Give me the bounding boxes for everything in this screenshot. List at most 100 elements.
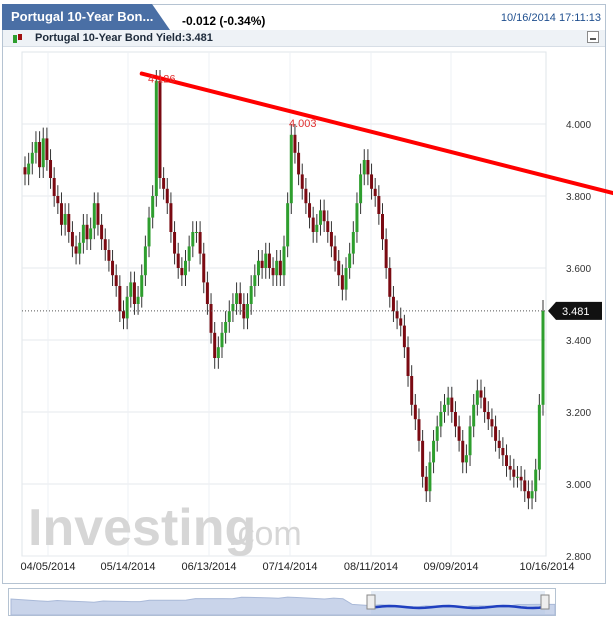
candle-body <box>56 196 60 204</box>
candle-body <box>107 250 111 261</box>
candle-body <box>242 304 246 319</box>
candle-body <box>67 214 71 232</box>
candle-body <box>59 203 63 225</box>
candle-body <box>74 246 78 254</box>
candle-body <box>162 178 166 189</box>
candle-body <box>523 480 527 492</box>
trendline-layer: 4.126 4.003 <box>22 71 613 312</box>
candle-body <box>78 242 82 254</box>
candle-body <box>464 455 468 463</box>
candle-body <box>421 440 425 477</box>
candle-body <box>260 260 264 268</box>
candle-body <box>428 462 432 492</box>
candle-body <box>483 397 487 412</box>
peak-annotation: 4.126 <box>148 74 176 86</box>
last-price-marker <box>548 301 602 320</box>
candle-body <box>479 390 483 398</box>
candle-body <box>191 232 195 247</box>
candle-body <box>132 282 136 304</box>
candle-body <box>151 196 155 218</box>
candle-body <box>198 232 202 254</box>
candle-body <box>355 203 359 232</box>
x-tick-label: 05/14/2014 <box>100 561 155 573</box>
candle-body <box>322 210 326 222</box>
candle-body <box>209 304 213 333</box>
price-change: -0.012 (-0.34%) <box>182 14 266 28</box>
candle-body <box>472 404 476 427</box>
candle-body <box>395 311 399 319</box>
x-tick-label: 06/13/2014 <box>181 561 236 573</box>
candle-body <box>176 253 180 268</box>
candle-body <box>311 217 315 232</box>
candle-body <box>89 228 93 240</box>
y-tick-label: 3.800 <box>566 192 591 203</box>
candle-body <box>391 296 395 312</box>
candle-body <box>501 448 505 456</box>
x-tick-label: 09/09/2014 <box>423 561 478 573</box>
candle-body <box>541 310 545 405</box>
candle-body <box>432 440 436 463</box>
navigator-handle[interactable] <box>366 594 376 610</box>
candle-body <box>264 253 268 268</box>
candle-body <box>366 160 370 175</box>
candlestick-legend-icon <box>13 34 22 43</box>
plot-area <box>21 51 547 557</box>
candle-body <box>41 138 45 168</box>
candle-body <box>468 426 472 456</box>
candle-body <box>180 268 184 276</box>
candle-body <box>453 412 457 427</box>
grid-lines <box>21 51 547 557</box>
candle-body <box>337 260 341 276</box>
candle-body <box>205 282 209 304</box>
x-tick-label: 07/14/2014 <box>262 561 317 573</box>
candle-body <box>267 253 271 268</box>
candle-body <box>377 196 381 214</box>
y-tick-label: 3.600 <box>566 264 591 275</box>
candle-body <box>52 178 56 196</box>
y-tick-label: 3.000 <box>566 480 591 491</box>
candle-body <box>362 160 366 175</box>
candle-body <box>351 232 355 254</box>
candle-body <box>136 296 140 304</box>
candle-body <box>92 203 96 229</box>
candle-body <box>526 491 530 499</box>
candle-body <box>114 275 118 286</box>
x-tick-label: 10/16/2014 <box>519 561 574 573</box>
candle-body <box>275 260 279 276</box>
candle-body <box>224 322 228 333</box>
candle-body <box>512 469 516 477</box>
navigator-handle[interactable] <box>540 594 550 610</box>
chart-title-tab[interactable]: Portugal 10-Year Bon... -0.012 (-0.34%) <box>2 4 302 30</box>
candle-body <box>282 246 286 276</box>
candle-body <box>111 260 115 276</box>
candle-body <box>304 188 308 204</box>
candle-body <box>286 203 290 247</box>
candle-body <box>384 239 388 268</box>
candle-body <box>329 232 333 247</box>
candle-body <box>519 476 523 481</box>
navigator-series <box>10 596 556 616</box>
watermark-logo: Investing <box>28 499 256 557</box>
navigator-chart <box>10 591 556 616</box>
candle-body <box>370 174 374 189</box>
candle-body <box>475 390 479 405</box>
candle-body <box>388 268 392 297</box>
minimize-button[interactable] <box>587 31 599 43</box>
navigator-selection[interactable] <box>371 591 545 615</box>
candle-body <box>413 404 417 420</box>
candle-body <box>271 268 275 276</box>
time-navigator[interactable] <box>8 588 556 616</box>
candle-body <box>169 203 173 232</box>
y-tick-label: 4.000 <box>566 120 591 131</box>
candle-body <box>249 286 253 304</box>
peak-annotation: 4.003 <box>289 118 317 130</box>
candle-body <box>30 152 34 164</box>
candle-body <box>213 332 217 358</box>
candle-body <box>184 260 188 276</box>
candle-body <box>202 253 206 283</box>
candle-body <box>406 347 410 376</box>
candle-body <box>318 210 322 225</box>
candle-body <box>443 404 447 412</box>
candle-body <box>373 188 377 196</box>
quote-timestamp: 10/16/2014 17:11:13 <box>500 12 601 24</box>
